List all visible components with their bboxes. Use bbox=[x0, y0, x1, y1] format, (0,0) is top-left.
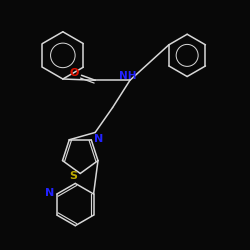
Text: NH: NH bbox=[119, 71, 136, 81]
Text: O: O bbox=[70, 68, 79, 78]
Text: N: N bbox=[46, 188, 55, 198]
Text: S: S bbox=[69, 171, 77, 181]
Text: N: N bbox=[94, 134, 103, 143]
